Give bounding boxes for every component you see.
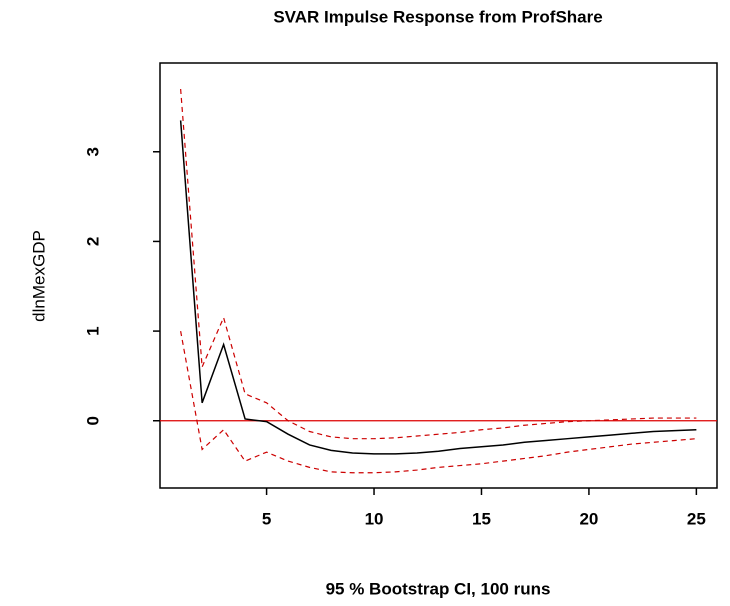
x-tick-label: 20 (579, 509, 598, 528)
plot-frame (159, 62, 718, 489)
x-tick-label: 5 (262, 509, 271, 528)
y-tick-label: 3 (83, 147, 102, 156)
x-tick-label: 25 (687, 509, 706, 528)
chart-title: SVAR Impulse Response from ProfShare (273, 7, 602, 26)
series-line (179, 120, 697, 455)
x-tick-label: 10 (365, 509, 384, 528)
series-line (180, 88, 697, 440)
y-tick-label: 1 (83, 326, 102, 335)
x-tick-label: 15 (472, 509, 491, 528)
series-line (180, 330, 697, 474)
x-axis-label: 95 % Bootstrap CI, 100 runs (326, 579, 551, 598)
y-tick-label: 2 (83, 237, 102, 246)
y-tick-label: 0 (83, 416, 102, 425)
y-axis-label: dlnMexGDP (29, 230, 48, 322)
